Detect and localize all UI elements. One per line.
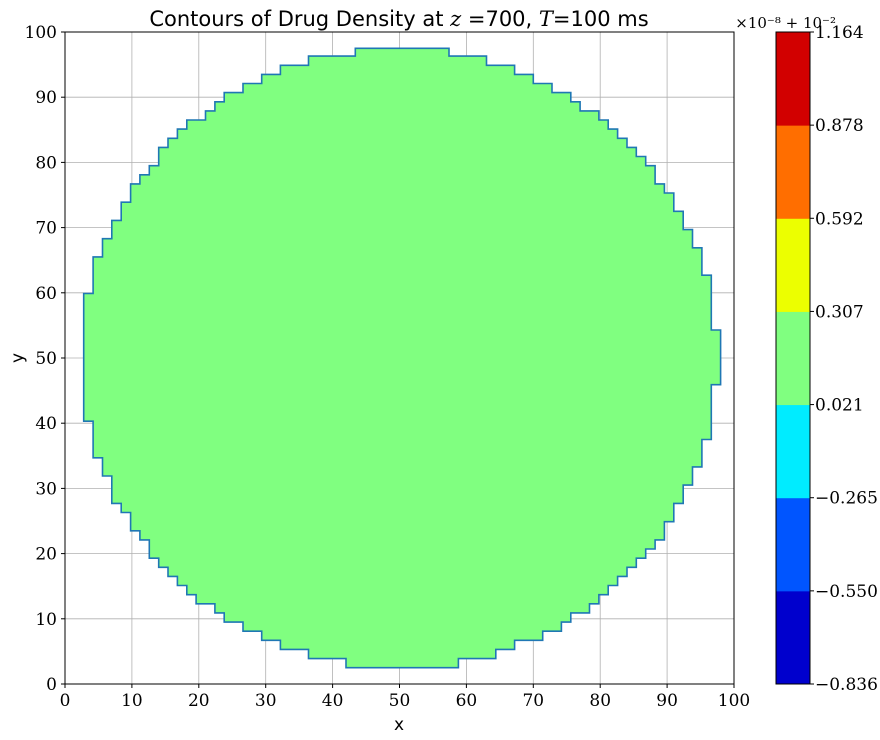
y-tick-label: 20 <box>35 545 57 565</box>
x-axis-ticks: 0 10 20 30 40 50 60 70 80 90 100 <box>60 684 750 711</box>
y-tick-label: 70 <box>35 219 57 239</box>
colorbar-tick-label: −0.836 <box>815 675 878 695</box>
x-tick-label: 0 <box>60 691 71 711</box>
x-tick-label: 60 <box>456 691 478 711</box>
y-tick-label: 50 <box>35 349 57 369</box>
colorbar-segment <box>776 218 810 312</box>
y-tick-label: 90 <box>35 88 57 108</box>
colorbar-tick-label: −0.550 <box>815 582 878 602</box>
colorbar-segment <box>776 404 810 499</box>
colorbar-tick-label: 0.307 <box>815 302 864 322</box>
colorbar-frame <box>775 31 811 685</box>
colorbar-tick-label: 0.878 <box>815 116 864 136</box>
colorbar-segment <box>776 125 810 219</box>
y-tick-label: 40 <box>35 414 57 434</box>
y-axis-label: y <box>8 353 28 363</box>
x-tick-label: 100 <box>718 691 750 711</box>
y-tick-label: 0 <box>46 675 57 695</box>
x-tick-label: 40 <box>322 691 344 711</box>
colorbar-tick-label: 1.164 <box>815 23 864 43</box>
contour-fill <box>82 47 722 669</box>
colorbar-segment <box>776 497 810 592</box>
colorbar: −0.836 −0.550 −0.265 0.021 0.307 0.592 0.878 1.… <box>775 23 878 695</box>
colorbar-segment <box>776 311 810 406</box>
colorbar-offset-text: ×10⁻⁸ + 10⁻² <box>735 14 836 32</box>
y-tick-label: 10 <box>35 610 57 630</box>
x-tick-label: 20 <box>188 691 210 711</box>
contour-region <box>82 47 722 669</box>
x-tick-label: 30 <box>255 691 277 711</box>
x-tick-label: 50 <box>389 691 411 711</box>
x-tick-label: 70 <box>522 691 544 711</box>
y-tick-label: 80 <box>35 153 57 173</box>
y-tick-label: 100 <box>25 23 57 43</box>
y-tick-label: 30 <box>35 479 57 499</box>
colorbar-tick-label: −0.265 <box>815 489 878 509</box>
colorbar-segment <box>776 32 810 126</box>
y-tick-label: 60 <box>35 284 57 304</box>
colorbar-tick-label: 0.592 <box>815 209 864 229</box>
y-axis-ticks: 0 10 20 30 40 50 60 70 80 90 100 <box>25 23 65 695</box>
chart-title: Contours of Drug Density at z =700, T=10… <box>149 7 648 31</box>
x-tick-label: 90 <box>656 691 678 711</box>
colorbar-tick-label: 0.021 <box>815 396 864 416</box>
x-tick-label: 80 <box>589 691 611 711</box>
x-tick-label: 10 <box>121 691 143 711</box>
x-axis-label: x <box>394 715 404 735</box>
colorbar-segment <box>776 590 810 685</box>
